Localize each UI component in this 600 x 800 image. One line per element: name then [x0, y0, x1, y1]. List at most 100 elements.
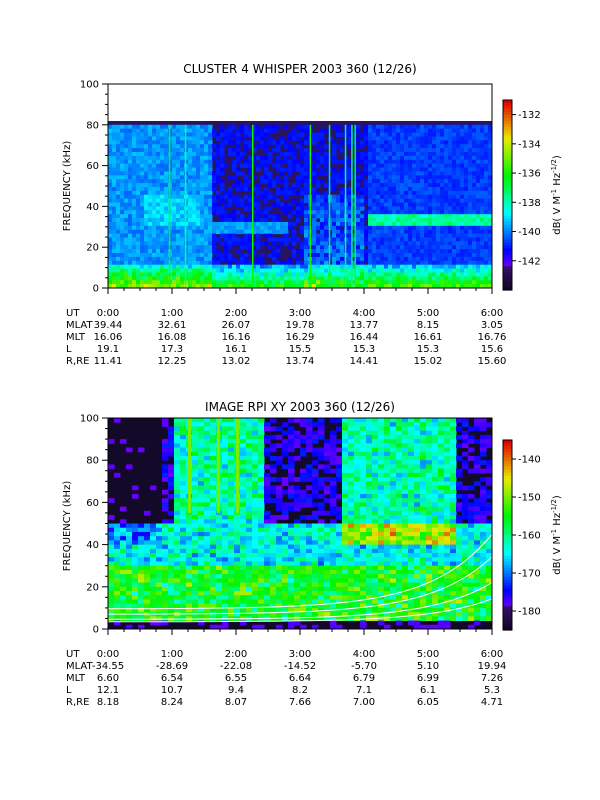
spectrogram-cell [384, 190, 389, 196]
spectrogram-cell [128, 194, 133, 200]
spectrogram-cell [404, 229, 409, 235]
spectrogram-cell [270, 569, 277, 575]
spectrogram-cell [276, 574, 283, 579]
spectrogram-cell [264, 144, 269, 149]
spectrogram-cell [340, 260, 345, 266]
spectrogram-cell [252, 422, 259, 427]
spectrogram-cell [432, 280, 437, 285]
spectrogram-cell [120, 561, 127, 567]
spectrogram-cell [188, 272, 193, 277]
spectrogram-cell [114, 591, 121, 596]
spectrogram-cell [188, 148, 193, 153]
spectrogram-cell [228, 485, 235, 491]
spectrogram-cell [444, 276, 449, 281]
spectrogram-cell [198, 595, 205, 600]
spectrogram-cell [186, 527, 193, 533]
spectrogram-cell [198, 498, 205, 503]
spectrogram-cell [162, 620, 169, 626]
spectrogram-cell [232, 268, 237, 273]
spectrogram-cell [304, 140, 309, 145]
spectrogram-cell [198, 460, 205, 465]
spectrogram-cell [192, 268, 197, 273]
spectrogram-cell [400, 179, 405, 184]
colorbar-band [503, 251, 512, 255]
spectrogram-cell [448, 260, 453, 266]
spectrogram-cell [340, 140, 345, 145]
spectrogram-cell [452, 264, 457, 270]
spectrogram-cell [212, 249, 217, 254]
spectrogram-cell [476, 194, 481, 200]
spectrogram-cell [272, 256, 277, 262]
spectrogram-cell [216, 612, 223, 617]
spectrogram-cell [114, 557, 121, 562]
emission-burst [168, 124, 171, 288]
spectrogram-cell [380, 171, 385, 176]
spectrogram-cell [212, 264, 217, 270]
spectrogram-cell [200, 198, 205, 204]
spectrogram-cell [428, 280, 433, 285]
spectrogram-cell [112, 167, 117, 172]
spectrogram-cell [232, 183, 237, 188]
spectrogram-cell [150, 574, 157, 579]
spectrogram-cell [228, 489, 235, 495]
spectrogram-cell [210, 510, 217, 516]
spectrogram-cell [228, 148, 233, 153]
colorbar-band [503, 230, 512, 235]
spectrogram-cell [264, 426, 271, 432]
spectrogram-cell [472, 202, 477, 207]
spectrogram-cell [116, 210, 121, 215]
spectrogram-cell [428, 190, 433, 196]
spectrogram-cell [476, 136, 481, 141]
spectrogram-cell [114, 548, 121, 554]
spectrogram-cell [212, 206, 217, 211]
spectrogram-cell [152, 167, 157, 172]
spectrogram-cell [396, 264, 401, 270]
spectrogram-cell [220, 280, 225, 285]
spectrogram-cell [388, 229, 393, 235]
spectrogram-cell [108, 527, 115, 533]
spectrogram-cell [428, 218, 433, 223]
spectrogram-cell [144, 210, 149, 215]
panel1-mlat-value: 19.78 [286, 320, 315, 331]
spectrogram-cell [408, 167, 413, 172]
spectrogram-cell [404, 268, 409, 273]
spectrogram-cell [174, 489, 181, 495]
spectrogram-cell [452, 253, 457, 258]
spectrogram-cell [116, 229, 121, 235]
spectrogram-cell [384, 237, 389, 242]
spectrogram-cell [228, 253, 233, 258]
spectrogram-cell [148, 260, 153, 266]
spectrogram-cell [246, 477, 253, 482]
spectrogram-cell [424, 155, 429, 161]
spectrogram-cell [204, 553, 211, 558]
spectrogram-cell [276, 221, 281, 227]
spectrogram-cell [312, 163, 317, 169]
spectrogram-cell [420, 186, 425, 192]
spectrogram-cell [316, 268, 321, 273]
spectrogram-cell [136, 256, 141, 262]
spectrogram-cell [484, 272, 489, 277]
spectrogram-cell [436, 268, 441, 273]
spectrogram-cell [192, 155, 197, 161]
spectrogram-cell [220, 159, 225, 165]
spectrogram-cell [360, 140, 365, 145]
colorbar-band [503, 165, 512, 169]
spectrogram-cell [472, 221, 477, 227]
spectrogram-cell [228, 237, 233, 242]
spectrogram-cell [176, 194, 181, 200]
spectrogram-cell [444, 163, 449, 169]
spectrogram-cell [160, 256, 165, 262]
spectrogram-cell [476, 276, 481, 281]
spectrogram-cell [192, 498, 199, 503]
spectrogram-cell [204, 256, 209, 262]
spectrogram-cell [124, 245, 129, 250]
spectrogram-cell [152, 159, 157, 165]
spectrogram-cell [396, 233, 401, 238]
spectrogram-cell [444, 152, 449, 157]
spectrogram-cell [128, 167, 133, 172]
spectrogram-cell [364, 253, 369, 258]
spectrogram-cell [472, 140, 477, 145]
spectrogram-cell [212, 198, 217, 204]
spectrogram-cell [196, 253, 201, 258]
spectrogram-cell [228, 260, 233, 266]
